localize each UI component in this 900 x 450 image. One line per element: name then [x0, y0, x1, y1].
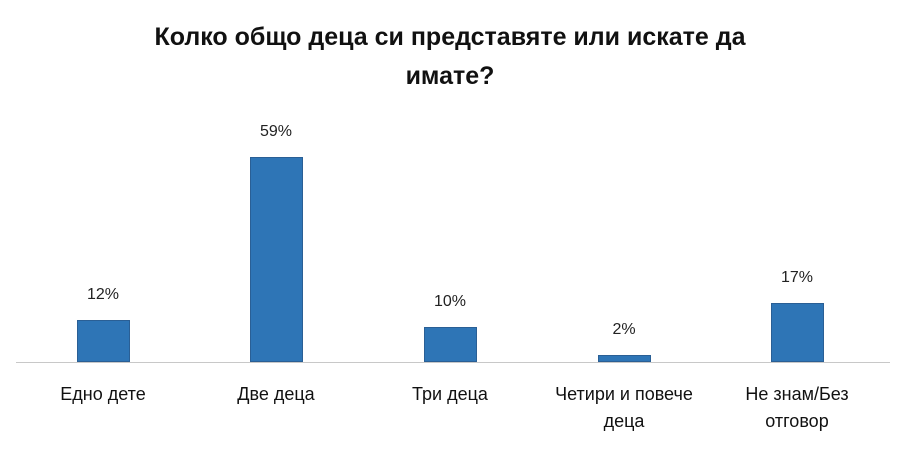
category-label-line: Не знам/Без: [745, 384, 849, 404]
category-label: Три деца: [365, 381, 535, 408]
category-label-line: Две деца: [237, 384, 315, 404]
category-label: Две деца: [191, 381, 361, 408]
bar: [771, 303, 824, 362]
category-label: Четири и повече деца: [539, 381, 709, 435]
data-label: 12%: [86, 286, 120, 303]
data-label: 2%: [612, 321, 636, 338]
data-label: 10%: [433, 293, 467, 310]
category-label-line: Три деца: [412, 384, 488, 404]
bar: [598, 355, 651, 362]
category-label-line: деца: [603, 411, 645, 431]
data-label: 17%: [780, 269, 814, 286]
category-label: Не знам/Без отговор: [712, 381, 882, 435]
chart-title: Колко общо деца си представяте или искат…: [0, 18, 900, 96]
x-axis-line: [16, 362, 890, 363]
category-label-line: Четири и повече: [555, 384, 693, 404]
data-label: 59%: [259, 123, 293, 140]
category-label-line: Едно дете: [60, 384, 146, 404]
chart-title-line-2: имате?: [405, 62, 495, 90]
bar: [250, 157, 303, 362]
category-label-line: отговор: [765, 411, 829, 431]
bar: [77, 320, 130, 362]
bar: [424, 327, 477, 362]
chart-title-line-1: Колко общо деца си представяте или искат…: [154, 23, 746, 51]
category-label: Едно дете: [18, 381, 188, 408]
